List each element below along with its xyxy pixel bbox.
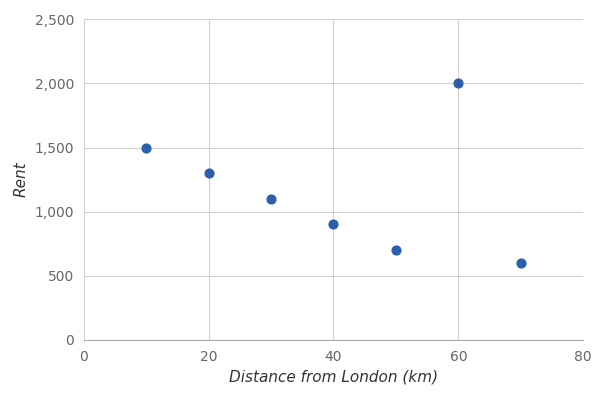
Point <box>328 221 338 228</box>
Y-axis label: Rent: Rent <box>14 162 29 197</box>
X-axis label: Distance from London (km): Distance from London (km) <box>229 369 438 384</box>
Point <box>141 144 151 151</box>
Point <box>266 196 276 202</box>
Point <box>204 170 213 176</box>
Point <box>391 247 401 253</box>
Point <box>516 260 525 266</box>
Point <box>453 80 463 87</box>
